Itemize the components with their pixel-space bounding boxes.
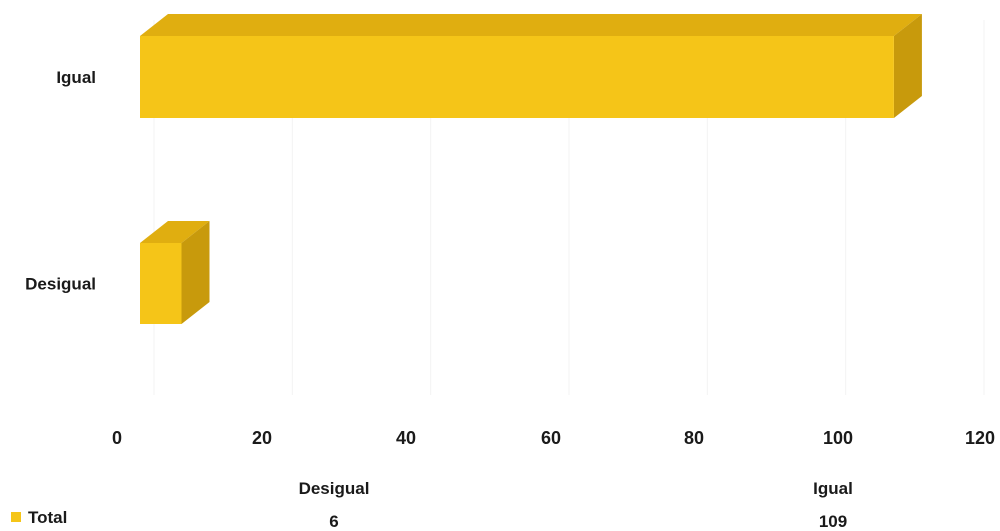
- x-tick-label-120: 120: [965, 428, 995, 448]
- category-label-igual: Igual: [56, 68, 96, 87]
- bar-top-face-desigual: [140, 221, 210, 243]
- category-labels: Desigual Igual: [25, 68, 96, 294]
- x-tick-label-20: 20: [252, 428, 272, 448]
- x-tick-label-60: 60: [541, 428, 561, 448]
- bars: [140, 14, 922, 324]
- x-axis-tick-labels: 0 20 40 60 80 100 120: [112, 428, 995, 448]
- table-header-desigual: Desigual: [299, 479, 370, 498]
- bar-side-face-desigual: [181, 221, 210, 324]
- table-header-igual: Igual: [813, 479, 853, 498]
- bar-front-face-igual: [140, 36, 894, 118]
- data-table: Desigual Igual Total 6 109: [11, 479, 853, 531]
- bar-front-face-desigual: [140, 243, 182, 324]
- bar-top-face-igual: [140, 14, 922, 36]
- category-label-desigual: Desigual: [25, 275, 96, 294]
- bar-side-face-igual: [893, 14, 922, 118]
- x-tick-label-40: 40: [396, 428, 416, 448]
- table-cell-desigual: 6: [329, 512, 338, 531]
- bar-igual: [140, 14, 922, 118]
- x-tick-label-0: 0: [112, 428, 122, 448]
- table-cell-igual: 109: [819, 512, 847, 531]
- bar-desigual: [140, 221, 210, 324]
- table-row-label-total: Total: [28, 508, 67, 527]
- x-tick-label-80: 80: [684, 428, 704, 448]
- x-tick-label-100: 100: [823, 428, 853, 448]
- legend-swatch-total: [11, 512, 21, 522]
